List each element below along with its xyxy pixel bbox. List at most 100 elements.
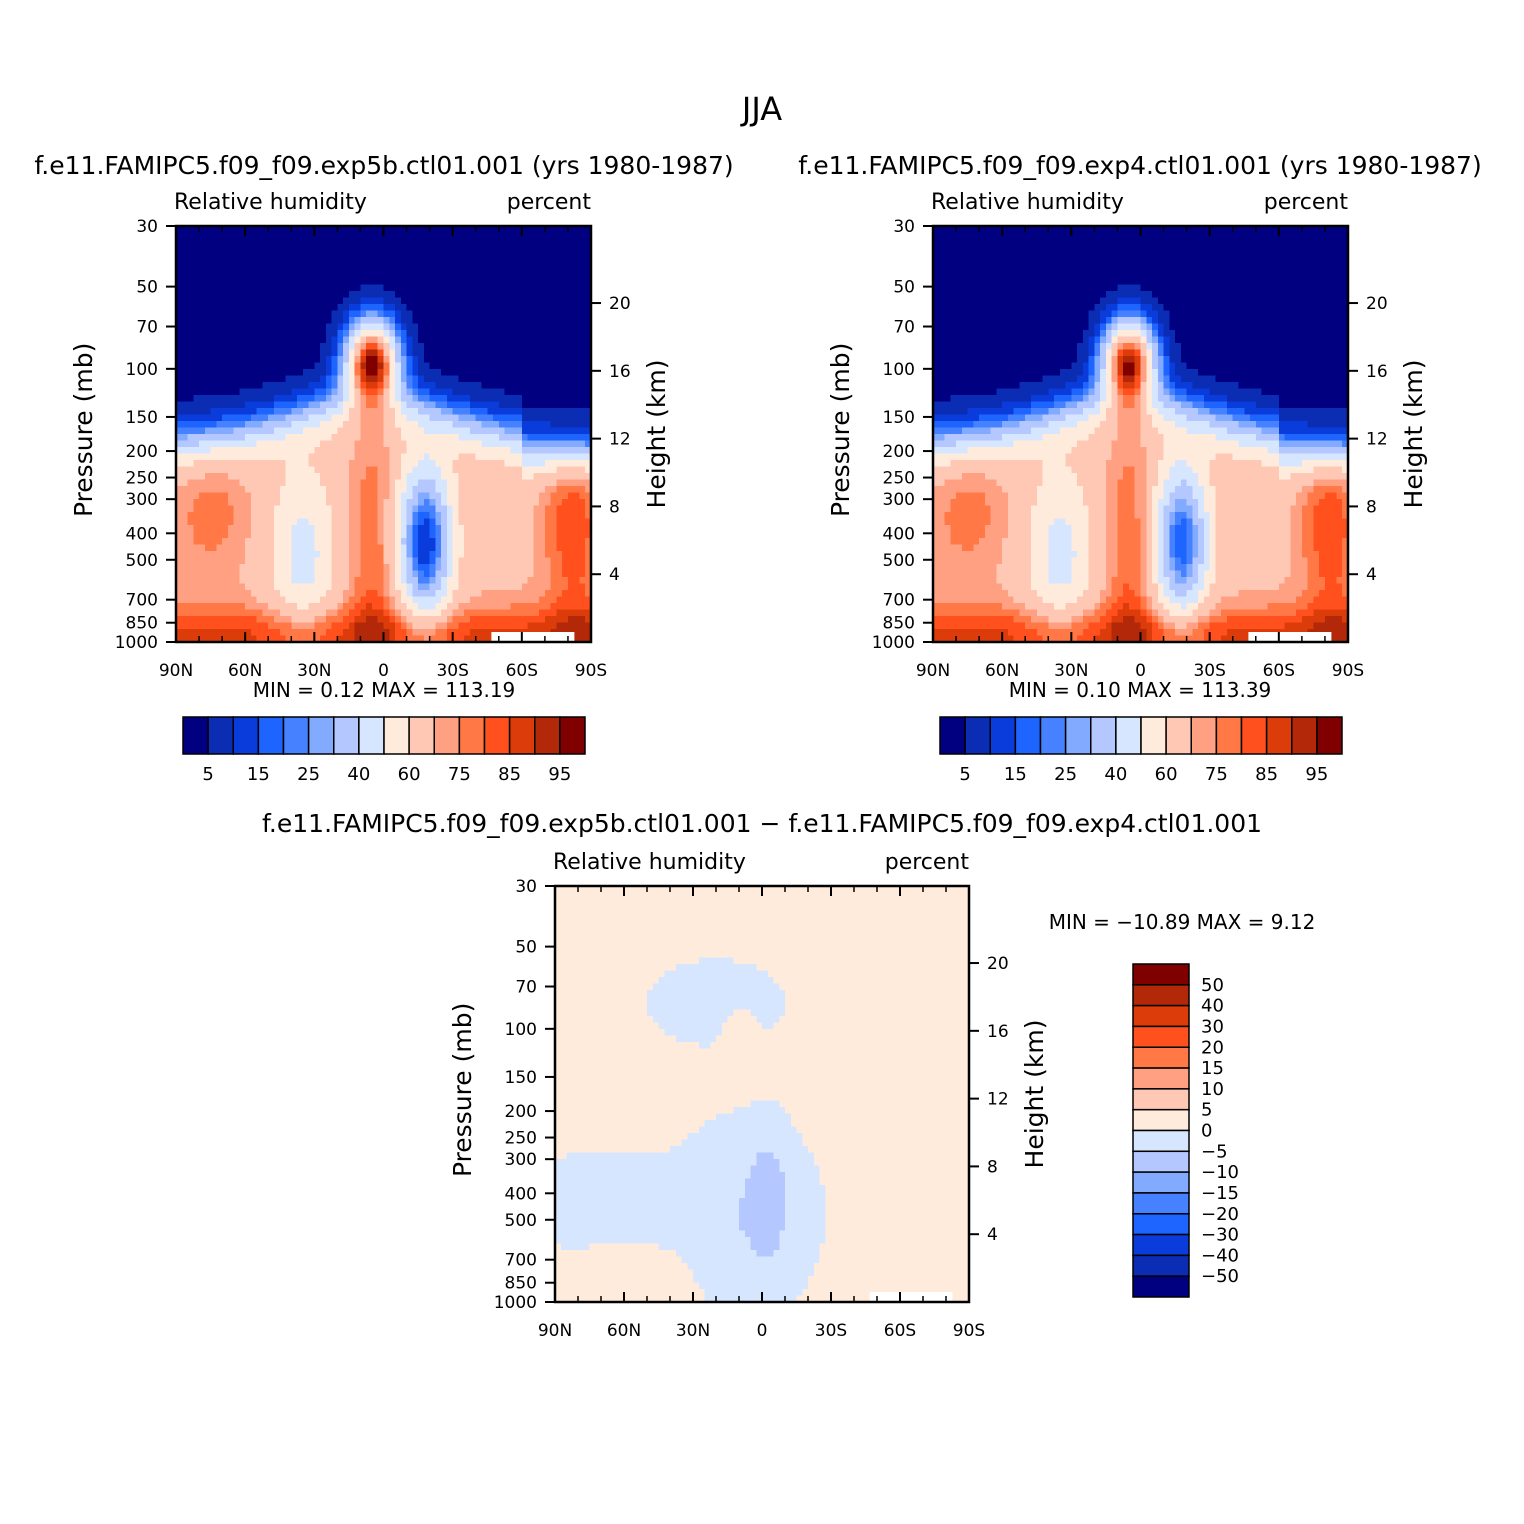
field-cell <box>199 278 206 286</box>
field-cell <box>302 382 310 390</box>
field-cell <box>406 427 413 435</box>
field-cell <box>239 551 246 559</box>
field-cell <box>539 590 546 598</box>
field-cell <box>1082 245 1090 253</box>
field-cell <box>199 245 206 253</box>
field-cell <box>550 583 558 591</box>
field-cell <box>320 635 327 643</box>
field-cell <box>446 466 454 474</box>
field-cell <box>204 317 212 325</box>
field-cell <box>527 317 534 325</box>
field-cell <box>469 544 477 552</box>
field-cell <box>504 492 511 500</box>
field-cell <box>481 408 488 416</box>
field-cell <box>377 395 385 403</box>
field-cell <box>273 414 281 422</box>
field-cell <box>262 590 269 598</box>
field-cell <box>516 356 523 364</box>
field-cell <box>227 609 235 617</box>
field-cell <box>181 414 189 422</box>
field-cell <box>325 349 333 357</box>
field-cell <box>199 518 206 526</box>
field-cell <box>285 583 292 591</box>
field-cell <box>343 343 350 351</box>
field-cell <box>227 388 235 396</box>
field-cell <box>250 473 258 481</box>
field-cell <box>516 453 523 461</box>
field-cell <box>377 239 385 247</box>
field-cell <box>268 265 275 273</box>
field-cell <box>556 583 563 591</box>
field-cell <box>314 616 321 624</box>
field-cell <box>210 473 217 481</box>
field-cell <box>516 395 523 403</box>
field-cell <box>250 616 258 624</box>
field-cell <box>371 538 379 546</box>
field-cell <box>406 226 413 234</box>
field-cell <box>250 492 258 500</box>
field-cell <box>383 544 390 552</box>
field-cell <box>446 505 454 513</box>
field-cell <box>585 583 592 591</box>
field-cell <box>331 323 338 331</box>
field-cell <box>337 245 344 253</box>
field-cell <box>400 330 408 338</box>
field-cell <box>504 564 511 572</box>
field-cell <box>256 232 264 240</box>
field-cell <box>227 362 235 370</box>
field-cell <box>510 505 517 513</box>
field-cell <box>302 265 310 273</box>
field-cell <box>256 629 264 637</box>
field-cell <box>366 583 373 591</box>
field-cell <box>533 505 540 513</box>
field-cell <box>245 512 252 520</box>
field-cell <box>262 252 269 260</box>
field-cell <box>585 434 592 442</box>
field-cell <box>418 232 425 240</box>
field-cell <box>233 408 240 416</box>
field-cell <box>348 232 356 240</box>
field-cell <box>354 499 362 507</box>
field-cell <box>371 414 379 422</box>
field-cell <box>354 232 362 240</box>
field-cell <box>210 629 217 637</box>
field-cell <box>585 395 592 403</box>
field-cell <box>325 486 333 494</box>
field-cell <box>325 570 333 578</box>
field-cell <box>383 538 390 546</box>
field-cell <box>464 518 471 526</box>
field-cell <box>441 635 448 643</box>
field-cell <box>308 388 315 396</box>
field-cell <box>239 512 246 520</box>
field-cell <box>268 401 275 409</box>
y-tick-label: 70 <box>136 318 158 338</box>
field-cell <box>348 616 356 624</box>
field-cell <box>285 596 292 604</box>
field-cell <box>429 297 436 305</box>
field-cell <box>227 258 235 266</box>
field-cell <box>573 531 581 539</box>
field-cell <box>579 531 586 539</box>
field-cell <box>562 616 569 624</box>
field-cell <box>400 271 408 279</box>
field-cell <box>210 512 217 520</box>
field-cell <box>366 603 373 611</box>
field-cell <box>308 531 315 539</box>
field-cell <box>527 525 534 533</box>
field-cell <box>395 583 402 591</box>
field-cell <box>325 518 333 526</box>
field-cell <box>516 245 523 253</box>
field-cell <box>262 401 269 409</box>
field-cell <box>176 538 183 546</box>
field-cell <box>406 382 413 390</box>
field-cell <box>331 310 338 318</box>
field-cell <box>222 414 229 422</box>
field-cell <box>446 577 454 585</box>
field-cell <box>510 356 517 364</box>
field-cell <box>585 258 592 266</box>
field-cell <box>204 232 212 240</box>
field-cell <box>406 252 413 260</box>
field-cell <box>227 525 235 533</box>
field-cell <box>550 440 558 448</box>
field-cell <box>302 551 310 559</box>
